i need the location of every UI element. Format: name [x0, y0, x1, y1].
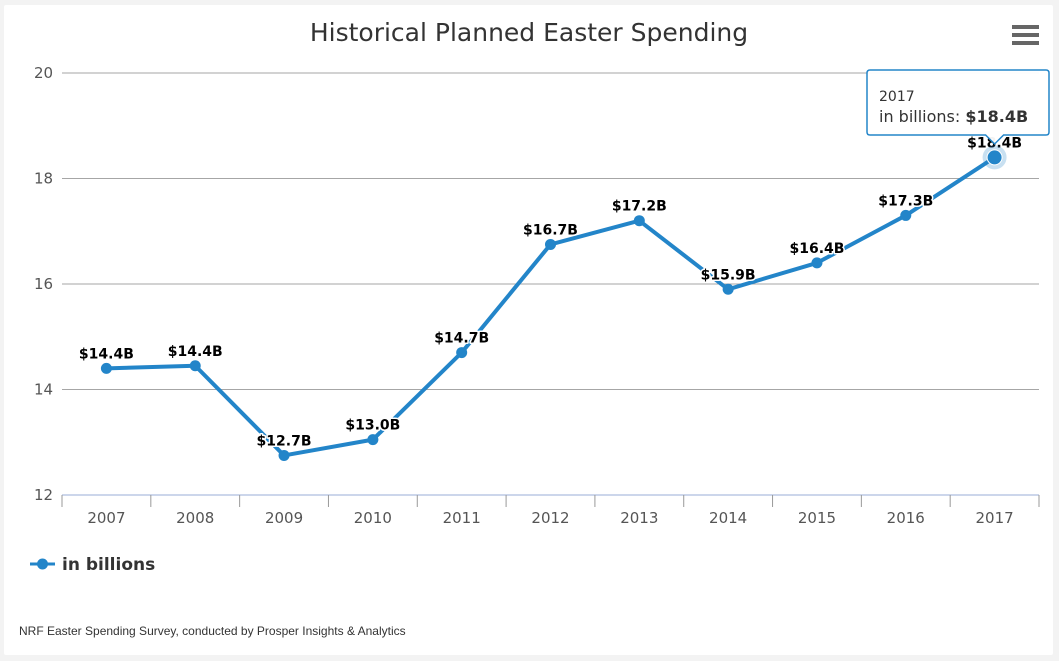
legend-marker-icon	[37, 558, 48, 570]
x-tick-label: 2014	[709, 509, 747, 527]
y-tick-label: 18	[34, 170, 53, 188]
tooltip-box	[866, 69, 1050, 146]
x-tick-label: 2012	[531, 509, 569, 527]
x-tick-label: 2017	[975, 509, 1013, 527]
x-tick-label: 2008	[176, 509, 214, 527]
data-label: $16.7B	[523, 222, 578, 238]
y-tick-label: 16	[34, 275, 53, 293]
tooltip-body: in billions: $18.4B	[879, 107, 1028, 126]
x-tick-label: 2011	[443, 509, 481, 527]
data-label: $17.2B	[612, 199, 667, 215]
data-point-2015[interactable]	[811, 257, 823, 269]
data-label: $13.0B	[345, 418, 400, 434]
data-label: $14.7B	[434, 331, 489, 347]
hover-point[interactable]	[986, 149, 1003, 166]
data-point-2009[interactable]	[278, 449, 290, 461]
data-point-2014[interactable]	[722, 283, 734, 295]
tooltip: 2017 in billions: $18.4B	[866, 69, 1050, 146]
y-tick-label: 12	[34, 486, 53, 504]
data-point-2011[interactable]	[456, 347, 468, 359]
data-point-2010[interactable]	[367, 434, 379, 446]
y-gridlines	[62, 72, 1039, 390]
chart-menu-button[interactable]	[1005, 18, 1045, 52]
data-point-2007[interactable]	[100, 362, 112, 374]
tooltip-series-label: in billions:	[879, 107, 965, 126]
legend-item-in-billions[interactable]: in billions	[30, 555, 155, 575]
data-label: $15.9B	[701, 267, 756, 283]
chart-title: Historical Planned Easter Spending	[310, 18, 748, 47]
data-point-2016[interactable]	[900, 209, 912, 221]
data-point-2012[interactable]	[545, 238, 556, 250]
x-axis: 2007 2008 2009 2010 2011 2012 2013 2014 2015 2016…	[61, 494, 1040, 527]
data-point-2013[interactable]	[633, 215, 645, 227]
hamburger-menu-icon	[1012, 25, 1039, 45]
x-tick-label: 2015	[798, 509, 836, 527]
y-tick-label: 20	[34, 64, 53, 82]
x-tick-label: 2009	[265, 509, 303, 527]
y-axis-labels: 12 14 16 18 20	[34, 64, 53, 504]
data-label: $17.3B	[878, 193, 933, 209]
x-tick-label: 2007	[87, 509, 125, 527]
data-point-2008[interactable]	[189, 360, 201, 372]
series-line	[104, 155, 997, 458]
data-labels: $14.4B $14.4B $12.7B $13.0B $14.7B $16.7B $17.…	[77, 134, 1023, 451]
x-tick-label: 2010	[354, 509, 392, 527]
series-in-billions	[100, 151, 1001, 461]
x-tick-label: 2013	[620, 509, 658, 527]
data-label: $16.4B	[789, 241, 844, 257]
data-label: $14.4B	[168, 344, 223, 360]
chart-credit: NRF Easter Spending Survey, conducted by…	[19, 624, 406, 638]
data-label: $12.7B	[257, 433, 312, 449]
tooltip-header: 2017	[879, 89, 915, 105]
legend-label: in billions	[62, 555, 155, 575]
y-tick-label: 14	[34, 381, 53, 399]
data-label: $14.4B	[79, 346, 134, 362]
x-tick-label: 2016	[887, 509, 925, 527]
hover-marker	[982, 145, 1007, 170]
tooltip-value: $18.4B	[965, 107, 1028, 126]
